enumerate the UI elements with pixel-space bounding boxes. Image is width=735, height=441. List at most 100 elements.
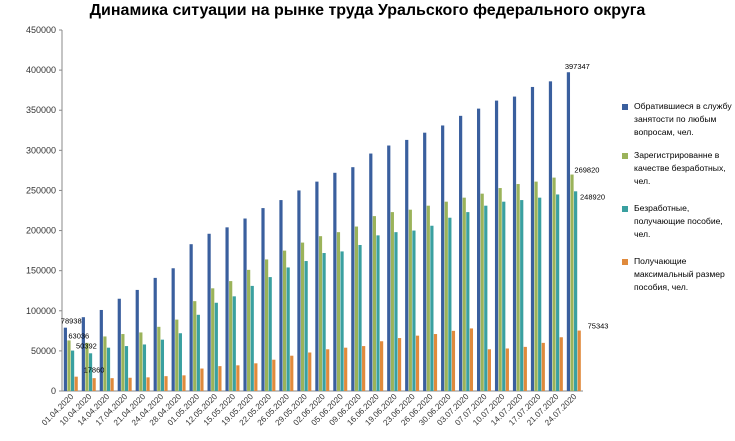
legend-swatch (622, 153, 628, 159)
bar (128, 377, 132, 391)
bar (459, 115, 463, 392)
bar (272, 359, 276, 391)
bar (520, 200, 524, 391)
bar (430, 225, 434, 391)
bar (523, 346, 527, 391)
bar (243, 218, 247, 391)
bar (85, 342, 89, 391)
bar (157, 326, 161, 391)
bar (160, 339, 165, 391)
bar (297, 190, 301, 391)
legend-label: Получающие максимальный размер пособия, … (634, 256, 725, 292)
bar (433, 334, 438, 391)
bar (556, 194, 560, 391)
bar (476, 108, 481, 392)
bar (164, 376, 168, 391)
bar (358, 244, 362, 391)
bar (74, 376, 78, 391)
bar (372, 216, 376, 391)
bar (494, 100, 499, 392)
bar (182, 375, 186, 391)
bar (304, 261, 308, 391)
data-label: 17860 (84, 366, 105, 375)
bar (326, 349, 330, 391)
bar (498, 188, 502, 391)
bar (387, 145, 391, 391)
bar (139, 332, 143, 391)
data-label: 269820 (574, 166, 599, 175)
bar (426, 205, 430, 391)
y-tick-label: 200000 (26, 226, 56, 236)
bar (340, 251, 344, 391)
bar (254, 363, 258, 391)
bar (103, 336, 107, 391)
y-tick-label: 150000 (26, 266, 56, 276)
bar (171, 268, 175, 391)
bar (566, 72, 571, 391)
bar (67, 340, 71, 391)
bar (534, 181, 538, 391)
bar (362, 346, 366, 391)
bar (214, 302, 218, 391)
bar (70, 350, 75, 391)
chart-title: Динамика ситуации на рынке труда Уральск… (89, 2, 646, 19)
bar (265, 259, 269, 391)
bar (229, 281, 233, 391)
bar (462, 197, 466, 391)
y-tick-label: 300000 (26, 145, 56, 155)
bar (282, 250, 287, 391)
bar (570, 174, 574, 391)
bar (232, 296, 236, 391)
bar (290, 355, 294, 391)
legend-item: Получающие максимальный размер пособия, … (622, 255, 734, 294)
bar (574, 191, 578, 391)
bar (88, 353, 93, 391)
bar (175, 319, 179, 391)
bar (124, 346, 129, 391)
bar (322, 253, 326, 391)
bar (512, 96, 517, 391)
bar (344, 347, 348, 391)
bar (408, 209, 412, 391)
bar (315, 181, 319, 391)
bar (441, 125, 445, 391)
bar (81, 317, 85, 391)
bar (466, 212, 470, 391)
legend-swatch (622, 259, 628, 265)
bar (117, 298, 121, 391)
bar (405, 139, 409, 391)
bar (484, 205, 488, 391)
y-tick-label: 0 (51, 386, 56, 396)
bar (451, 330, 456, 391)
bar (153, 277, 157, 391)
bar (480, 193, 484, 391)
bar (538, 197, 542, 391)
bar (63, 327, 67, 391)
bar (211, 288, 215, 391)
bar (200, 368, 204, 391)
bar (577, 330, 581, 391)
bar (369, 153, 373, 391)
bar (397, 338, 402, 391)
bar (351, 167, 355, 391)
bar (487, 349, 491, 391)
bar (261, 208, 265, 391)
data-label: 50392 (76, 342, 97, 351)
y-tick-label: 450000 (26, 25, 56, 35)
data-label: 78938 (61, 317, 82, 326)
legend-swatch (622, 206, 628, 212)
bar (193, 301, 197, 391)
legend-item: Обратившиеся в службу занятости по любым… (622, 100, 734, 139)
bar (146, 377, 150, 391)
bar (333, 172, 337, 391)
bar (336, 232, 341, 391)
bar (376, 235, 380, 391)
bar (394, 232, 398, 391)
bar (318, 236, 323, 391)
legend-label: Обратившиеся в службу занятости по любым… (634, 101, 732, 137)
data-label: 63036 (68, 331, 89, 340)
bar (135, 289, 139, 391)
bar (379, 341, 384, 391)
bar (218, 366, 222, 391)
bar (121, 334, 125, 391)
